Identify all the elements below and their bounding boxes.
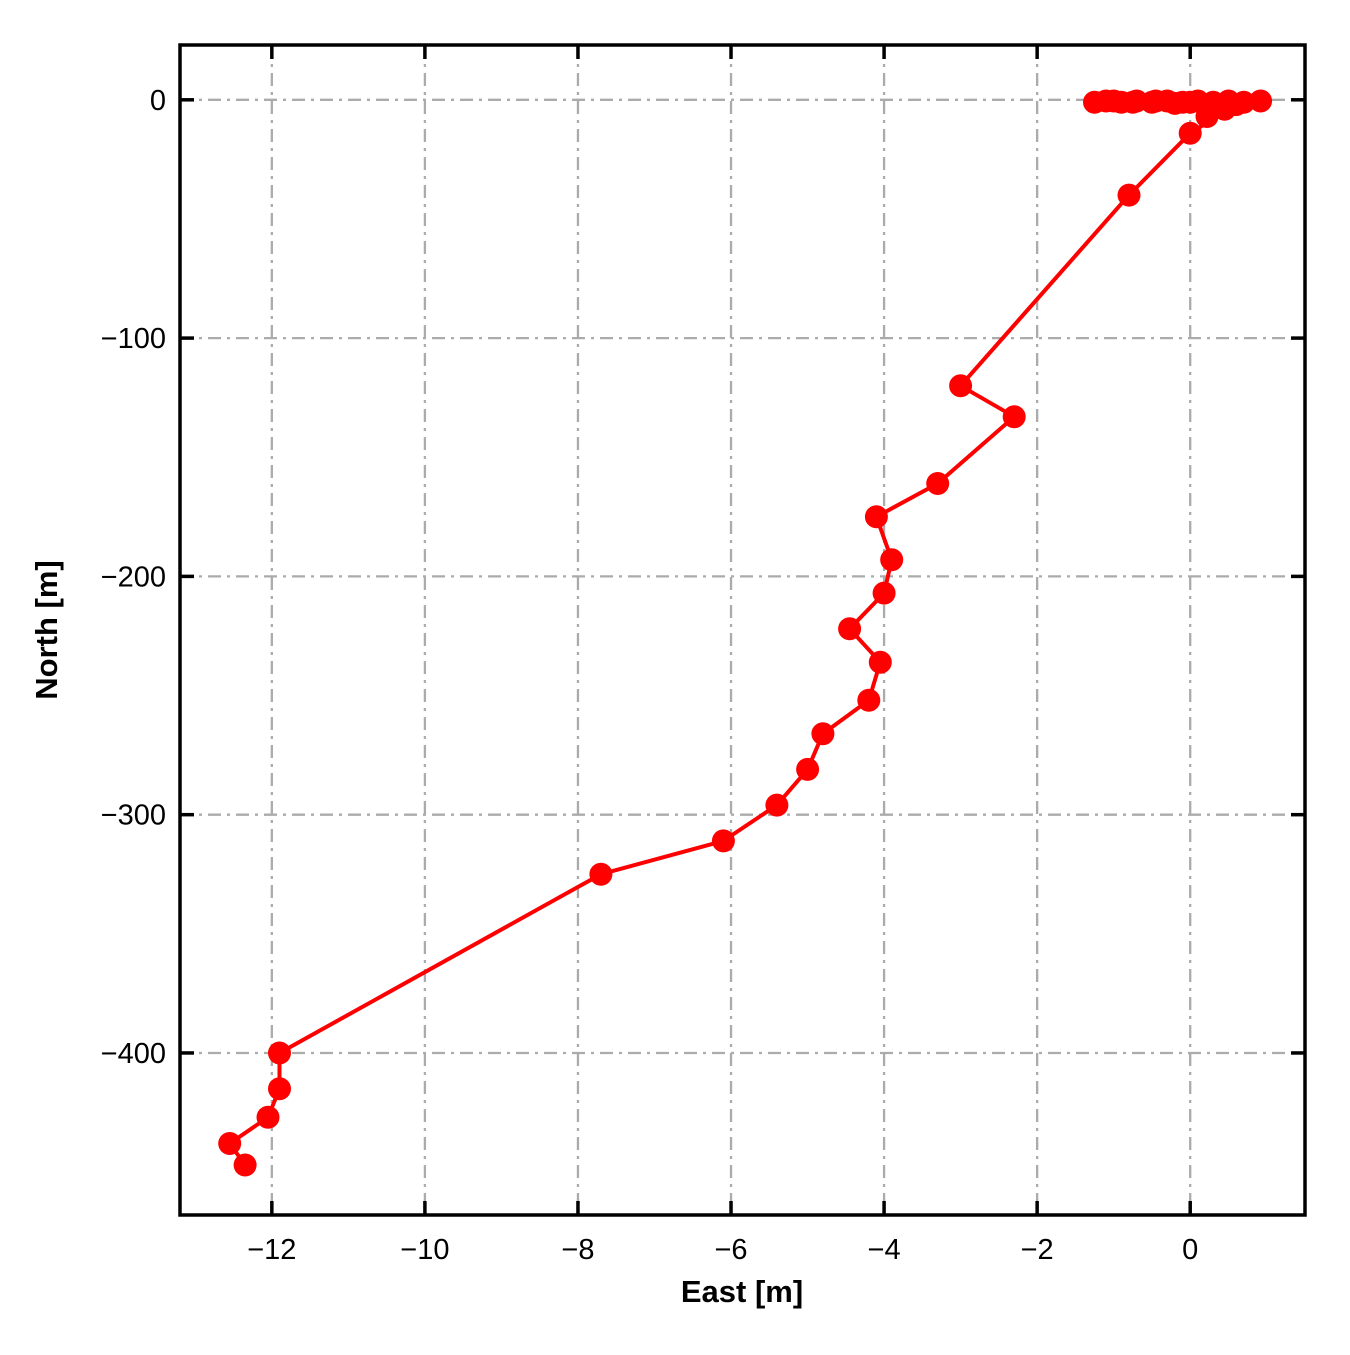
y-tick-label: −200	[101, 561, 166, 593]
data-point	[1002, 405, 1026, 429]
data-point	[1224, 93, 1248, 117]
data-point	[796, 757, 820, 781]
data-point	[864, 505, 888, 529]
x-tick-label: −6	[714, 1234, 747, 1266]
y-axis-label: North [m]	[29, 560, 64, 699]
data-point	[926, 472, 950, 495]
x-axis-label: East [m]	[681, 1274, 803, 1309]
spine-layer	[178, 43, 1307, 1217]
data-point	[1117, 183, 1141, 207]
data-point	[857, 688, 881, 712]
x-tick-label: −4	[868, 1234, 901, 1266]
data-point	[1195, 105, 1219, 128]
grid-layer	[180, 45, 1305, 1215]
x-tick-label: 0	[1182, 1234, 1198, 1266]
y-tick-label: −300	[101, 800, 166, 832]
data-point	[256, 1105, 280, 1129]
data-point	[811, 722, 835, 746]
data-point	[1121, 90, 1145, 114]
data-point	[1178, 121, 1202, 145]
y-tick-label: −400	[101, 1038, 166, 1070]
data-point	[1178, 90, 1202, 114]
tick-layer	[180, 45, 1305, 1215]
y-tick-label: 0	[150, 85, 166, 117]
x-tick-label: −2	[1021, 1234, 1054, 1266]
data-point	[268, 1077, 291, 1101]
trajectory-line	[227, 99, 1263, 1167]
data-point	[880, 548, 904, 572]
data-point	[268, 1041, 291, 1065]
plot-border	[178, 43, 1307, 1217]
x-tick-label: −8	[561, 1234, 594, 1266]
data-point	[1083, 90, 1106, 114]
data-point	[218, 1132, 242, 1155]
data-point	[589, 862, 613, 886]
data-point	[233, 1153, 257, 1177]
data-point	[838, 617, 862, 641]
data-point	[872, 581, 896, 605]
data-point	[868, 650, 892, 674]
data-point	[711, 829, 735, 853]
data-layer	[218, 89, 1273, 1177]
data-point	[1102, 89, 1126, 113]
y-tick-label: −100	[101, 323, 166, 355]
data-point	[765, 793, 789, 817]
x-tick-label: −12	[247, 1234, 296, 1266]
tick-label-layer: −12 −10 −8 −6 −4 −2 00−100−200−300−400	[101, 85, 1199, 1266]
data-point	[1249, 89, 1273, 113]
x-tick-label: −10	[400, 1234, 449, 1266]
data-point	[949, 374, 973, 398]
data-point	[1144, 89, 1168, 113]
